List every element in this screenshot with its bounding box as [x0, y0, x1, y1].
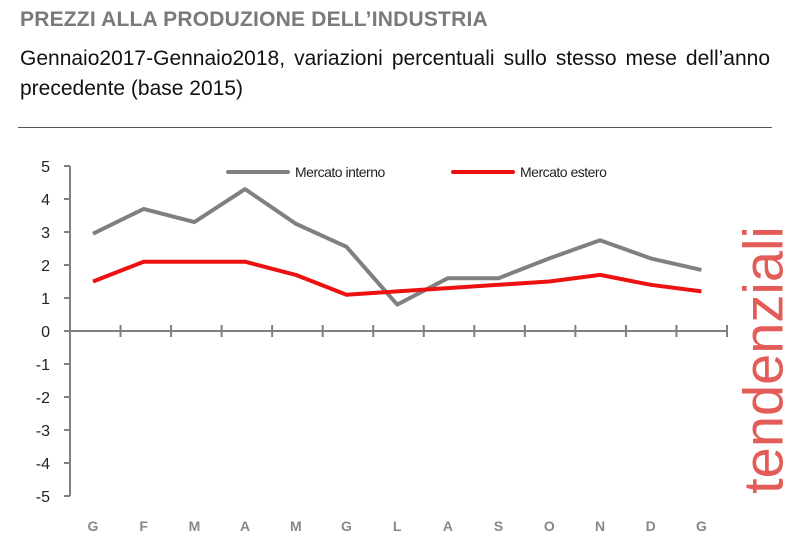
- x-tick-label: N: [595, 518, 605, 534]
- legend-label: Mercato interno: [295, 164, 385, 180]
- x-tick-label: M: [290, 518, 302, 534]
- y-tick-label: -3: [36, 423, 50, 440]
- x-tick-label: F: [139, 518, 148, 534]
- y-tick-label: 1: [41, 291, 50, 308]
- legend-label: Mercato estero: [520, 164, 607, 180]
- x-tick-label: G: [88, 518, 99, 534]
- y-tick-label: 3: [41, 225, 50, 242]
- y-tick-label: -1: [36, 357, 50, 374]
- x-tick-label: S: [494, 518, 503, 534]
- y-tick-label: -2: [36, 390, 50, 407]
- x-tick-label: G: [696, 518, 707, 534]
- y-tick-label: 0: [41, 324, 50, 341]
- y-tick-label: 4: [41, 192, 50, 209]
- header-divider: [18, 127, 772, 128]
- x-tick-label: M: [189, 518, 201, 534]
- y-tick-label: -4: [36, 456, 50, 473]
- x-tick-label: A: [240, 518, 250, 534]
- series-line-interno: [92, 187, 702, 307]
- y-tick-label: -5: [36, 489, 50, 506]
- y-tick-label: 5: [41, 159, 50, 176]
- chart-subtitle: Gennaio2017-Gennaio2018, variazioni perc…: [20, 47, 770, 100]
- x-tick-label: O: [544, 518, 555, 534]
- x-tick-label: L: [393, 518, 402, 534]
- x-tick-label: A: [443, 518, 453, 534]
- series-line-estero: [92, 259, 702, 297]
- x-tick-label: G: [341, 518, 352, 534]
- y-tick-label: 2: [41, 258, 50, 275]
- chart-title: PREZZI ALLA PRODUZIONE DELL’INDUSTRIA: [20, 8, 488, 31]
- x-tick-label: D: [646, 518, 656, 534]
